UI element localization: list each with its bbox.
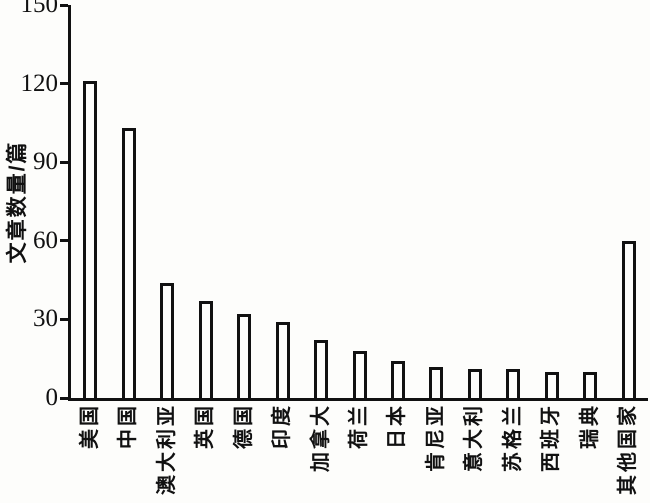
bar-6 (275, 322, 290, 398)
x-label-slot: 瑞典 (571, 401, 609, 503)
x-label-slot: 其他国家 (610, 401, 648, 503)
bar-slot (302, 5, 340, 398)
bar-slot (456, 5, 494, 398)
y-tick-label: 150 (20, 0, 59, 18)
x-label-slot: 日本 (379, 401, 417, 503)
y-tick-label: 0 (45, 384, 59, 411)
bar-slot (71, 5, 109, 398)
x-label-slot: 美国 (71, 401, 109, 503)
y-tick-mark (60, 317, 68, 321)
y-tick-mark (60, 239, 68, 243)
bar-7 (314, 340, 329, 398)
y-tick-label: 90 (33, 148, 58, 176)
x-tick-label: 英国 (194, 403, 217, 449)
x-tick-label: 西班牙 (540, 403, 563, 472)
y-tick-mark (60, 160, 68, 164)
bars-container (71, 5, 648, 398)
x-label-slot: 德国 (225, 401, 263, 503)
x-label-slot: 英国 (186, 401, 224, 503)
bar-10 (429, 366, 444, 398)
x-tick-label: 荷兰 (348, 403, 371, 449)
x-tick-label: 其他国家 (617, 403, 640, 495)
x-tick-label: 瑞典 (578, 403, 601, 449)
bar-slot (533, 5, 571, 398)
x-tick-label: 肯尼亚 (424, 403, 447, 472)
x-tick-label: 印度 (271, 403, 294, 449)
bar-9 (390, 361, 405, 398)
x-tick-label: 加拿大 (309, 403, 332, 472)
bar-slot (610, 5, 648, 398)
bar-13 (544, 371, 559, 398)
bar-slot (340, 5, 378, 398)
bar-11 (467, 369, 482, 398)
x-label-slot: 苏格兰 (494, 401, 532, 503)
y-tick-label: 30 (33, 305, 58, 333)
x-label-slot: 加拿大 (302, 401, 340, 503)
x-label-slot: 印度 (263, 401, 301, 503)
x-tick-label: 澳大利亚 (155, 403, 178, 495)
bar-slot (494, 5, 532, 398)
x-tick-label: 日本 (386, 403, 409, 449)
bar-slot (263, 5, 301, 398)
bar-14 (583, 371, 598, 398)
bar-slot (225, 5, 263, 398)
x-tick-label: 中国 (117, 403, 140, 449)
x-tick-label: 意大利 (463, 403, 486, 472)
bar-slot (417, 5, 455, 398)
y-tick-mark (60, 3, 68, 7)
bar-4 (198, 301, 213, 398)
x-tick-label: 美国 (78, 403, 101, 449)
x-label-slot: 肯尼亚 (417, 401, 455, 503)
x-tick-label: 苏格兰 (501, 403, 524, 472)
bar-slot (186, 5, 224, 398)
x-label-slot: 荷兰 (340, 401, 378, 503)
x-tick-label: 德国 (232, 403, 255, 449)
y-tick-label: 120 (20, 69, 59, 97)
plot-area: 0 30 60 90 120 150 (21, 0, 648, 411)
y-tick-mark (60, 82, 68, 86)
bar-2 (121, 128, 136, 398)
bar-slot (571, 5, 609, 398)
bar-8 (352, 350, 367, 398)
x-label-slot: 澳大利亚 (148, 401, 186, 503)
x-axis-labels: 美国 中国 澳大利亚 英国 德国 印度 加拿大 荷兰 日本 肯尼亚 意大利 苏格兰 西班牙 瑞典 其他国家 (71, 401, 648, 503)
bar-1 (83, 80, 98, 398)
bar-slot (109, 5, 147, 398)
bar-12 (506, 369, 521, 398)
y-tick-label: 60 (33, 226, 58, 254)
bar-slot (148, 5, 186, 398)
y-tick-mark (60, 396, 68, 400)
x-label-slot: 中国 (109, 401, 147, 503)
x-label-slot: 意大利 (456, 401, 494, 503)
bar-slot (379, 5, 417, 398)
x-label-slot: 西班牙 (533, 401, 571, 503)
bar-5 (237, 314, 252, 398)
bar-15 (621, 240, 636, 398)
bar-3 (160, 282, 175, 398)
